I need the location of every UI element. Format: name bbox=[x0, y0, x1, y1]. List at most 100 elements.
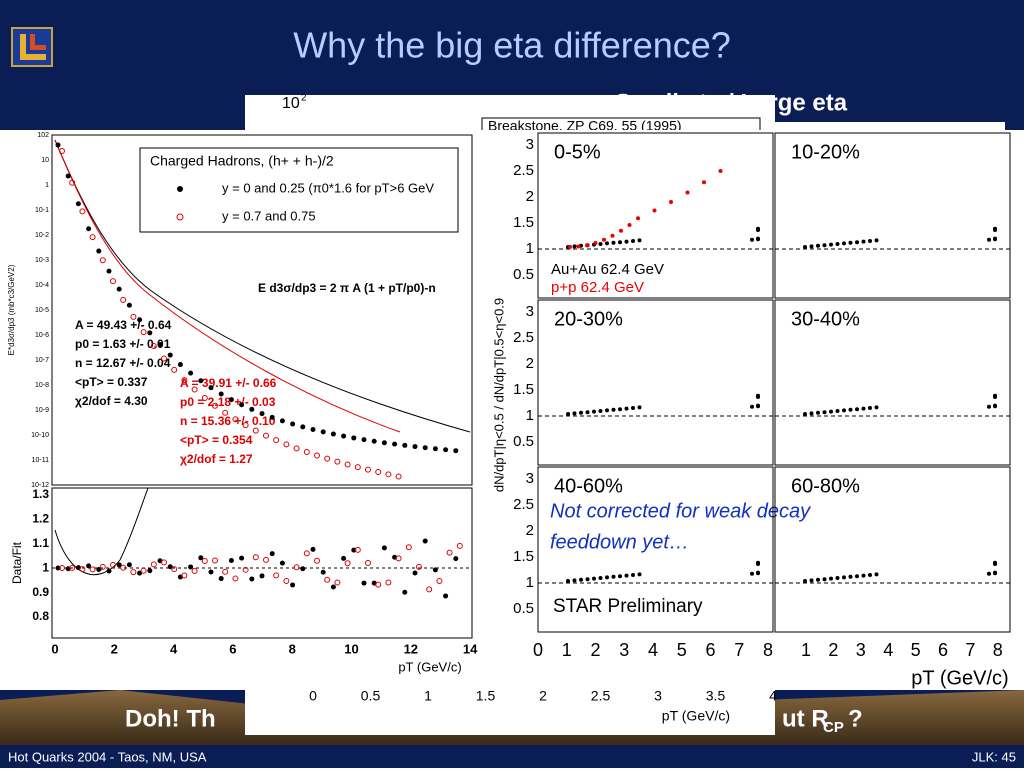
ratio-point bbox=[868, 573, 872, 577]
ratio-point bbox=[592, 409, 596, 414]
right-ylabel: dN/dpT|η<0.5 / dN/dpT|0.5<η<0.9 bbox=[491, 298, 506, 492]
spectrum-point bbox=[167, 352, 173, 358]
ratio-point bbox=[592, 576, 596, 581]
spectrum-point-red bbox=[283, 441, 290, 448]
y-tick-label: 10-1 bbox=[35, 207, 49, 214]
ratio-point bbox=[310, 546, 316, 552]
ratio-point-red bbox=[456, 542, 463, 549]
ratio-point bbox=[874, 405, 879, 410]
fit-red bbox=[54, 139, 401, 433]
ratio-point-red bbox=[314, 557, 320, 564]
ratio-point-red bbox=[334, 579, 341, 586]
ratio-point bbox=[126, 562, 132, 568]
ratio-point bbox=[208, 569, 214, 575]
back-x-tick-label: 4 bbox=[769, 688, 777, 704]
ratio-point bbox=[572, 578, 577, 583]
ratio-point bbox=[341, 555, 347, 561]
ratio-point-red bbox=[385, 579, 392, 586]
y-tick-label: 10-3 bbox=[35, 257, 49, 264]
ratio-point bbox=[987, 571, 991, 576]
ratio-point-red bbox=[252, 554, 259, 561]
ratio-point bbox=[829, 576, 833, 581]
spectrum-point-red bbox=[395, 473, 402, 480]
ratio-point-red bbox=[181, 572, 188, 579]
ratio-point bbox=[624, 573, 629, 578]
spectrum-point-red bbox=[232, 416, 239, 423]
ratio-point bbox=[750, 571, 754, 576]
spectrum-point-red bbox=[385, 471, 392, 478]
ratio-point-red bbox=[375, 581, 382, 588]
ratio-point bbox=[637, 238, 642, 243]
ratio-point bbox=[572, 244, 577, 249]
ratio-ylabel: Data/Fit bbox=[10, 541, 24, 584]
back-x-tick-label: 2 bbox=[539, 688, 547, 704]
ratio-point-red bbox=[303, 550, 310, 557]
ratio-point bbox=[993, 570, 997, 575]
spectrum-point-red bbox=[324, 455, 331, 462]
formula: E d3σ/dp3 = 2 π A (1 + pT/p0)-n bbox=[258, 281, 436, 295]
ratio-point bbox=[874, 572, 879, 577]
x-tick-label: 6 bbox=[229, 641, 236, 656]
back-xlabel: pT (GeV/c) bbox=[662, 708, 730, 724]
fit-param: <pT> = 0.354 bbox=[180, 433, 253, 447]
fit-param: <pT> = 0.337 bbox=[75, 375, 148, 389]
ratio-point bbox=[861, 406, 866, 411]
x-tick-label: 8 bbox=[993, 640, 1003, 660]
ratio-point bbox=[618, 240, 622, 245]
ratio-point bbox=[809, 411, 814, 416]
ratio-point bbox=[361, 580, 367, 586]
spectrum-point-red bbox=[273, 437, 280, 444]
spectrum-point bbox=[249, 406, 255, 412]
y-tick-label: 10-2 bbox=[35, 232, 49, 239]
ylabel: E*d3σ/dp3 (mb*c3/GeV2) bbox=[7, 264, 16, 355]
spectrum-point-red bbox=[99, 257, 106, 264]
spectrum-point-red bbox=[334, 458, 341, 465]
ratio-point bbox=[96, 566, 102, 572]
y-tick-label: 10-9 bbox=[35, 407, 49, 414]
ratio-point bbox=[618, 407, 622, 412]
ratio-point bbox=[86, 563, 92, 569]
x-tick-label: 3 bbox=[856, 640, 866, 660]
ratio-point bbox=[756, 403, 760, 408]
legend-entry: y = 0.7 and 0.75 bbox=[222, 208, 316, 223]
ratio-point bbox=[624, 406, 629, 411]
spectrum-point bbox=[55, 142, 61, 148]
ratio-point bbox=[868, 239, 872, 243]
y-tick-label: 3 bbox=[526, 303, 534, 320]
y-tick-label: 3 bbox=[526, 136, 534, 153]
fit-param: A = 39.91 +/- 0.66 bbox=[180, 376, 277, 390]
ratio-point bbox=[453, 556, 459, 562]
note: Not corrected for weak decay bbox=[550, 500, 811, 522]
spectrum-point bbox=[381, 440, 387, 446]
ratio-point-red bbox=[171, 566, 178, 573]
ratio-point bbox=[618, 574, 622, 579]
spectrum-point bbox=[392, 441, 398, 447]
spectrum-point-red bbox=[314, 452, 320, 459]
spectrum-point-red bbox=[201, 394, 208, 401]
ratio-point-red bbox=[263, 556, 269, 563]
spectrum-point-red bbox=[130, 313, 137, 320]
spectrum-point bbox=[371, 438, 377, 444]
legend-entry: p+p 62.4 GeV bbox=[551, 279, 644, 296]
spectrum-point bbox=[443, 447, 449, 453]
ratio-tick-label: 0.8 bbox=[32, 609, 49, 623]
back-top-label-exp: 2 bbox=[301, 93, 307, 104]
ratio-point bbox=[412, 570, 418, 576]
spectrum-point bbox=[320, 429, 326, 435]
spectrum-point-red bbox=[375, 469, 382, 476]
spectrum-point bbox=[208, 385, 214, 391]
spectrum-point bbox=[290, 421, 296, 427]
ratio-point bbox=[605, 241, 609, 246]
spectrum-point bbox=[147, 330, 153, 336]
panel-frame bbox=[774, 466, 1011, 633]
ratio-point bbox=[861, 239, 866, 244]
spectrum-point bbox=[351, 435, 357, 441]
ratio-point bbox=[829, 409, 833, 414]
ratio-point bbox=[987, 404, 991, 409]
ratio-point bbox=[987, 237, 991, 242]
x-tick-label: 2 bbox=[111, 641, 118, 656]
spectrum-point bbox=[106, 268, 112, 274]
ratio-point bbox=[855, 240, 859, 245]
y-tick-label: 10-6 bbox=[35, 332, 49, 339]
ratio-point bbox=[809, 244, 814, 249]
